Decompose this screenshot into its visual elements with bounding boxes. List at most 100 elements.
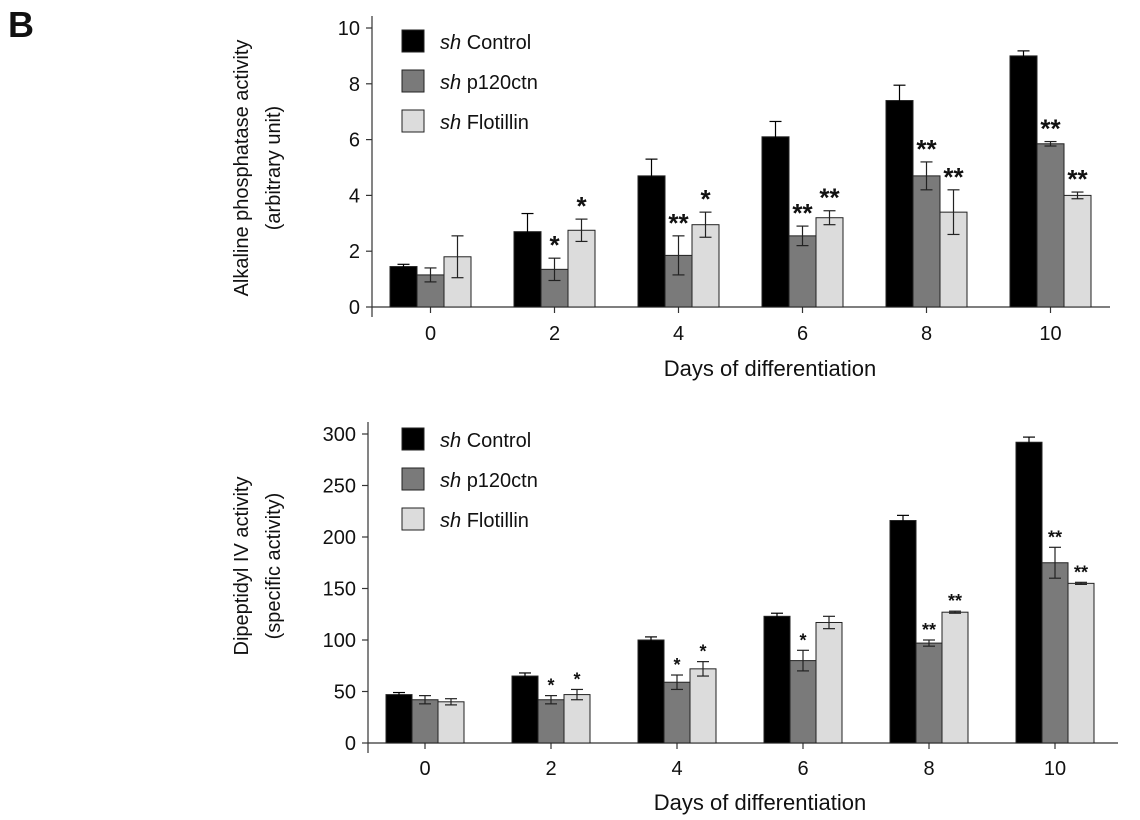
y-axis-label-line-2: (arbitrary unit) [263,106,285,230]
legend-label-p120ctn: sh p120ctn [440,72,538,94]
significance-marker: ** [948,591,962,611]
bar-p120ctn-day-6 [789,660,817,744]
significance-marker: ** [916,134,937,164]
bar-flotillin-day-8 [941,611,969,744]
y-tick-label: 0 [345,733,356,755]
y-axis-label-line-1: Alkaline phosphatase activity [231,40,253,297]
bar-p120ctn-day-8 [912,175,941,308]
significance-marker: ** [1048,527,1062,547]
x-tick-label: 4 [671,758,682,780]
y-tick-label: 10 [338,18,360,40]
x-tick-label: 2 [545,758,556,780]
y-tick-label: 150 [323,579,356,601]
bar-control-day-0 [385,694,413,744]
legend-label-control: sh Control [440,32,531,54]
bar-p120ctn-day-10 [1041,562,1069,744]
legend-label-flotillin: sh Flotillin [440,510,529,532]
bar-p120ctn-day-6 [788,235,817,308]
legend-series-name: Control [467,32,531,54]
y-axis-label-line-1: Dipeptidyl IV activity [231,477,253,656]
legend-swatch-p120ctn [401,467,425,491]
y-tick-label: 50 [334,682,356,704]
legend-series-name: Control [467,430,531,452]
legend-label-control: sh Control [440,430,531,452]
y-tick-label: 0 [349,297,360,319]
significance-marker: ** [668,208,689,238]
bar-flotillin-day-4 [691,224,720,308]
x-axis-label: Days of differentiation [664,356,876,381]
significance-marker: ** [792,198,813,228]
bar-flotillin-day-10 [1067,582,1095,744]
significance-marker: ** [1040,114,1061,144]
x-tick-label: 6 [797,758,808,780]
y-tick-label: 200 [323,527,356,549]
significance-marker: * [673,655,680,675]
x-tick-label: 8 [923,758,934,780]
legend-series-name: Flotillin [467,112,529,134]
bar-p120ctn-day-0 [411,699,439,744]
bar-control-day-10 [1015,441,1043,744]
significance-marker: * [547,676,554,696]
bar-control-day-6 [763,615,791,744]
bar-flotillin-day-4 [689,668,717,744]
y-tick-label: 300 [323,424,356,446]
significance-marker: ** [922,620,936,640]
x-tick-label: 10 [1039,323,1061,345]
x-tick-label: 8 [921,323,932,345]
significance-marker: * [573,669,580,689]
panel-label: B [8,4,34,45]
x-tick-label: 4 [673,323,684,345]
significance-marker: * [700,184,711,214]
legend-swatch-control [401,427,425,451]
bar-control-day-2 [511,675,539,744]
bar-p120ctn-day-10 [1036,143,1065,308]
bar-control-day-0 [389,266,418,308]
legend-swatch-p120ctn [401,69,425,93]
significance-marker: ** [1074,562,1088,582]
significance-marker: ** [819,183,840,213]
significance-marker: * [699,642,706,662]
legend-prefix: sh [440,430,467,452]
bar-p120ctn-day-4 [663,681,691,744]
bar-control-day-10 [1009,55,1038,308]
legend-label-flotillin: sh Flotillin [440,112,529,134]
y-tick-label: 250 [323,476,356,498]
y-tick-label: 4 [349,185,360,207]
y-tick-label: 6 [349,130,360,152]
x-tick-label: 0 [419,758,430,780]
bar-control-day-6 [761,136,790,308]
bar-control-day-4 [637,639,665,744]
bar-flotillin-day-2 [567,229,596,308]
significance-marker: * [549,230,560,260]
legend-prefix: sh [440,470,467,492]
legend-swatch-flotillin [401,109,425,133]
bar-flotillin-day-0 [437,701,465,744]
legend-prefix: sh [440,510,467,532]
significance-marker: ** [943,162,964,192]
x-tick-label: 10 [1044,758,1066,780]
bar-flotillin-day-2 [563,694,591,744]
legend-series-name: p120ctn [467,72,538,94]
bar-p120ctn-day-2 [537,699,565,744]
legend-swatch-flotillin [401,507,425,531]
legend-prefix: sh [440,72,467,94]
x-axis-label: Days of differentiation [654,790,866,815]
legend-swatch-control [401,29,425,53]
x-tick-label: 6 [797,323,808,345]
y-tick-label: 2 [349,241,360,263]
bar-control-day-8 [885,100,914,308]
legend-series-name: p120ctn [467,470,538,492]
y-tick-label: 100 [323,630,356,652]
y-tick-label: 8 [349,74,360,96]
legend-prefix: sh [440,112,467,134]
y-axis-label-line-2: (specific activity) [263,493,285,640]
bar-control-day-8 [889,520,917,744]
significance-marker: * [576,191,587,221]
bar-flotillin-day-6 [815,621,843,744]
bar-control-day-4 [637,175,666,308]
significance-marker: ** [1067,164,1088,194]
x-tick-label: 0 [425,323,436,345]
significance-marker: * [799,630,806,650]
